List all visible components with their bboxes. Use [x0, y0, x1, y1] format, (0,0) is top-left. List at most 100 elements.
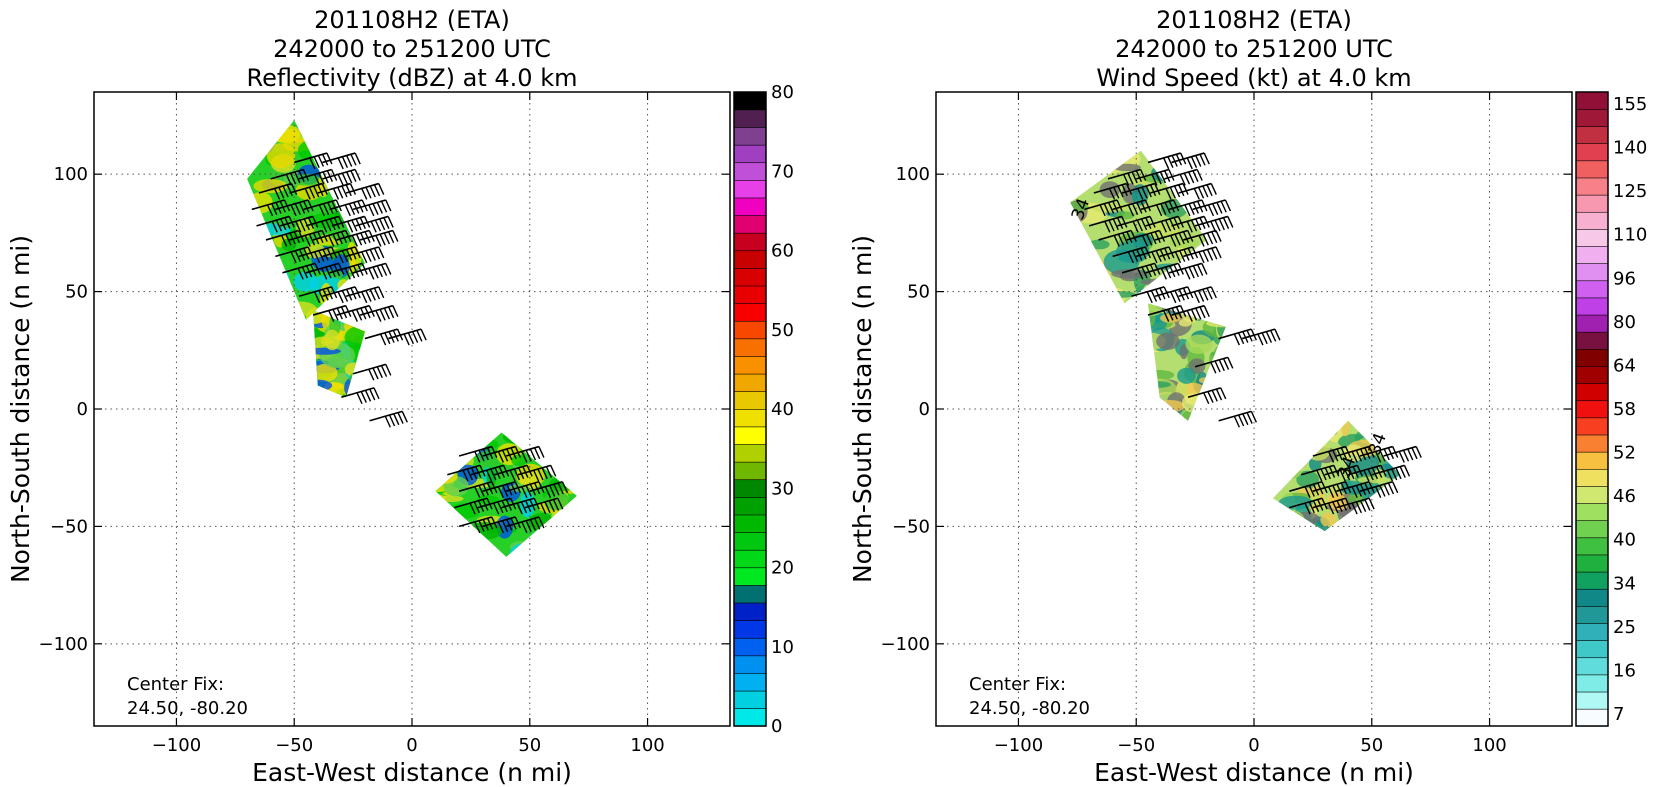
colorbar-segment — [733, 549, 767, 569]
colorbar-segment — [1575, 331, 1609, 350]
field-cell — [1177, 303, 1212, 316]
field-cell — [1159, 414, 1177, 421]
wind-barb — [1218, 410, 1257, 428]
wind-barb — [1088, 215, 1128, 233]
field-cell — [502, 432, 534, 445]
x-tick-label: 100 — [630, 735, 664, 756]
wind-barb — [258, 182, 298, 200]
field-cell — [1074, 286, 1104, 304]
field-cell — [550, 452, 577, 465]
y-axis-label: North-South distance (n mi) — [6, 235, 35, 583]
field-cell — [1111, 269, 1148, 279]
wind-barb — [352, 363, 392, 381]
colorbar-tick-label: 110 — [1613, 225, 1647, 246]
field-cell — [509, 543, 533, 557]
colorbar-segment — [733, 496, 767, 516]
colorbar-segment — [733, 267, 767, 287]
field-cell — [1080, 262, 1105, 287]
field-cell — [1070, 276, 1093, 297]
colorbar-segment — [1575, 468, 1609, 487]
x-tick-label: −100 — [994, 735, 1043, 756]
field-cell — [1211, 373, 1226, 387]
wind-barb — [305, 262, 345, 280]
field-cell — [1078, 286, 1113, 304]
wind-barb — [345, 246, 385, 264]
x-tick-label: −100 — [152, 735, 201, 756]
wind-barb — [1178, 182, 1217, 200]
colorbar-segment — [733, 355, 767, 375]
x-tick-label: 0 — [1248, 735, 1259, 756]
field-cell — [1161, 280, 1189, 288]
chart-title-line-3: Wind Speed (kt) at 4.0 km — [1096, 64, 1411, 92]
field-cell — [314, 135, 328, 143]
field-cell — [310, 132, 338, 141]
colorbar-segment — [1575, 245, 1609, 264]
y-tick-label: 100 — [54, 164, 88, 185]
colorbar-segment — [733, 672, 767, 692]
field-cell — [1179, 344, 1189, 360]
field-cell — [1101, 291, 1136, 298]
colorbar-segment — [733, 214, 767, 234]
field-cell — [293, 272, 318, 292]
field-cell — [1088, 239, 1110, 250]
field-cell — [530, 531, 561, 552]
colorbar-tick-label: 40 — [1613, 530, 1636, 551]
wind-barb — [1242, 328, 1281, 346]
wind-barbs — [251, 152, 569, 534]
field-cell — [282, 301, 317, 317]
colorbar-tick-label: 16 — [1613, 660, 1636, 681]
colorbar-segment — [1575, 177, 1609, 196]
field-cell — [247, 279, 269, 296]
wind-barb — [359, 304, 399, 322]
wind-barb — [1107, 168, 1147, 186]
field-cell — [253, 178, 288, 194]
field-cell — [266, 143, 296, 169]
wind-barb — [1183, 246, 1222, 264]
field-cell — [1300, 434, 1329, 442]
colorbar-segment — [1575, 605, 1609, 624]
colorbar-tick-label: 80 — [1613, 312, 1636, 333]
y-tick-label: 50 — [907, 282, 930, 303]
field-cell — [297, 120, 325, 135]
field-cell — [448, 503, 480, 519]
colorbar-segment — [733, 303, 767, 322]
wind-barbs — [1084, 152, 1422, 515]
field-cell — [344, 375, 365, 398]
field-cell — [1218, 377, 1226, 386]
field-cell — [1275, 431, 1294, 444]
colorbar-segment — [1575, 674, 1609, 693]
wind-barb — [275, 199, 314, 217]
wind-barb — [294, 152, 333, 170]
field-cell — [1272, 425, 1295, 448]
wind-barb — [289, 182, 328, 200]
chart-title-line-3: Reflectivity (dBZ) at 4.0 km — [247, 64, 578, 92]
colorbar-segment — [1575, 691, 1609, 710]
field-cell — [459, 527, 469, 543]
colorbar-segment — [733, 461, 767, 481]
colorbar-segment — [1575, 400, 1609, 419]
field-cell — [252, 289, 265, 298]
colorbar-segment — [733, 285, 767, 304]
field-cell — [1335, 522, 1345, 532]
wind-barb — [1150, 182, 1189, 200]
field-cell — [1345, 522, 1359, 531]
wind-barb — [1093, 182, 1133, 200]
field-cell — [1154, 399, 1186, 413]
wind-barb — [352, 199, 392, 217]
field-cell — [1198, 377, 1210, 384]
colorbar-segment — [733, 602, 767, 621]
field-cell — [551, 510, 573, 524]
colorbar-segment — [733, 637, 767, 657]
colorbar-segment — [1575, 571, 1609, 590]
wind-barb — [529, 481, 569, 498]
wind-barb — [1312, 445, 1352, 463]
colorbar-segment — [1575, 708, 1609, 727]
wind-barb — [1117, 215, 1156, 233]
colorbar-segment — [1575, 108, 1609, 127]
wind-barb — [305, 215, 345, 233]
colorbar-segment — [1575, 502, 1609, 521]
colorbar-segment — [1575, 143, 1609, 162]
field-cell — [1084, 163, 1115, 170]
